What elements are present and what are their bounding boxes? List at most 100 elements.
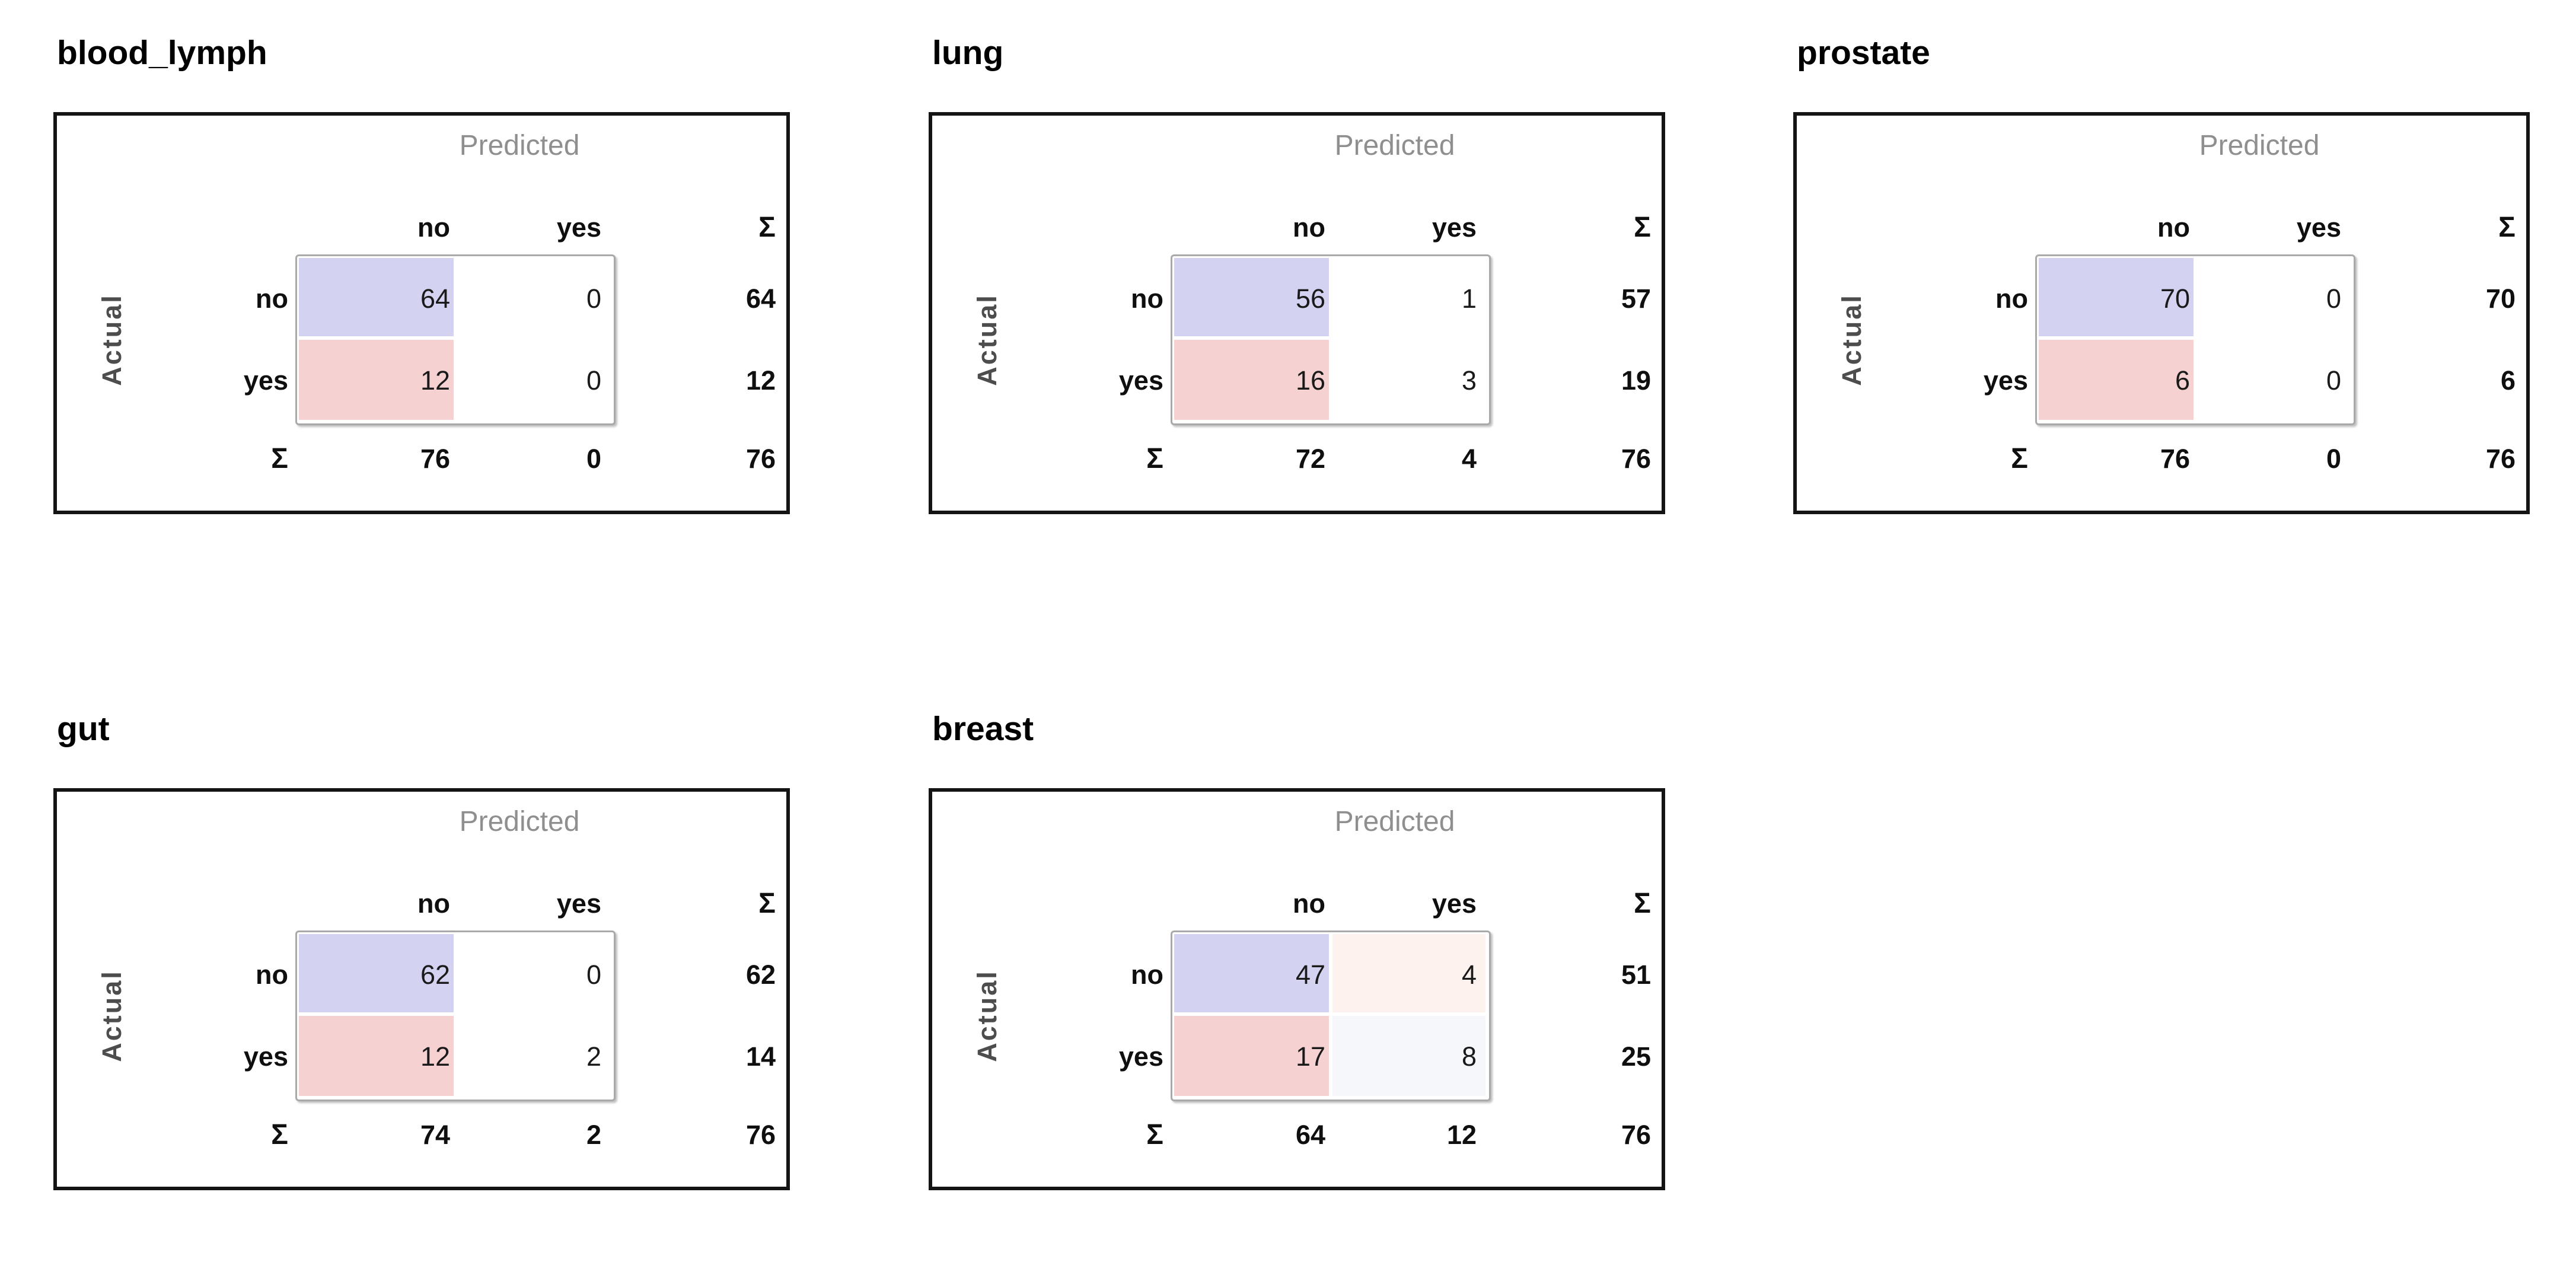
- actual-axis-label: Actual: [973, 294, 1003, 386]
- column-header-sum-icon: Σ: [758, 890, 776, 920]
- column-total: 74: [420, 1121, 450, 1151]
- cell-value: 12: [420, 1043, 450, 1073]
- matrix-cell-yes-yes: [1332, 340, 1485, 420]
- column-total: 76: [2160, 445, 2190, 475]
- row-header-no: no: [1131, 961, 1163, 991]
- predicted-axis-label: Predicted: [459, 132, 580, 162]
- predicted-axis-label: Predicted: [2199, 132, 2320, 162]
- column-header-no: no: [1293, 890, 1325, 920]
- row-header-yes: yes: [1118, 1043, 1163, 1073]
- matrix-cell-yes-yes: [457, 1016, 610, 1096]
- column-total: 76: [420, 445, 450, 475]
- cell-value: 70: [2160, 285, 2190, 315]
- row-total: 62: [745, 961, 776, 991]
- matrix-cell-yes-no: [299, 340, 454, 420]
- cell-value: 0: [586, 285, 601, 315]
- column-total: 4: [1461, 445, 1477, 475]
- confusion-matrix: Predicted Actual no yes Σ no yes Σ 47 4 …: [929, 788, 1665, 1190]
- row-header-no: no: [256, 961, 288, 991]
- matrix-cell-yes-no: [299, 1016, 454, 1096]
- row-header-sum-icon: Σ: [2011, 445, 2028, 475]
- confusion-matrix-panel-gut: gut Predicted Actual no yes Σ no yes Σ 6…: [53, 712, 790, 1196]
- grand-total: 76: [1621, 445, 1651, 475]
- predicted-axis-label: Predicted: [1334, 808, 1455, 838]
- column-header-sum-icon: Σ: [2498, 213, 2516, 244]
- panel-title: breast: [932, 712, 1034, 749]
- confusion-matrix: Predicted Actual no yes Σ no yes Σ 56 1 …: [929, 112, 1665, 514]
- matrix-cells-box: [1171, 930, 1491, 1101]
- column-header-yes: yes: [556, 213, 601, 244]
- matrix-cells-box: [2035, 254, 2355, 425]
- matrix-cell-yes-no: [2039, 340, 2194, 420]
- row-total: 64: [745, 285, 776, 315]
- row-header-yes: yes: [243, 367, 288, 397]
- column-header-no: no: [417, 890, 450, 920]
- row-header-sum-icon: Σ: [271, 1121, 288, 1151]
- column-total: 0: [2326, 445, 2341, 475]
- cell-value: 6: [2175, 367, 2190, 397]
- row-header-sum-icon: Σ: [1146, 1121, 1163, 1151]
- column-total: 0: [586, 445, 601, 475]
- cell-value: 0: [586, 961, 601, 991]
- grand-total: 76: [1621, 1121, 1651, 1151]
- matrix-cell-no-yes: [457, 934, 610, 1012]
- row-header-no: no: [1131, 285, 1163, 315]
- panel-title: prostate: [1797, 36, 1930, 73]
- column-header-no: no: [1293, 213, 1325, 244]
- cell-value: 4: [1461, 961, 1477, 991]
- predicted-axis-label: Predicted: [1334, 132, 1455, 162]
- row-total: 6: [2500, 367, 2516, 397]
- row-header-sum-icon: Σ: [1146, 445, 1163, 475]
- matrix-cell-yes-yes: [1332, 1016, 1485, 1096]
- confusion-matrix: Predicted Actual no yes Σ no yes Σ 62 0 …: [53, 788, 790, 1190]
- column-header-no: no: [2157, 213, 2190, 244]
- row-header-no: no: [256, 285, 288, 315]
- row-header-yes: yes: [243, 1043, 288, 1073]
- cell-value: 1: [1461, 285, 1477, 315]
- matrix-cell-no-no: [1174, 258, 1329, 336]
- row-total: 19: [1621, 367, 1651, 397]
- column-header-yes: yes: [1432, 890, 1477, 920]
- cell-value: 64: [420, 285, 450, 315]
- matrix-cell-no-no: [1174, 934, 1329, 1012]
- matrix-cell-no-yes: [457, 258, 610, 336]
- row-total: 70: [2485, 285, 2516, 315]
- confusion-matrix-panel-breast: breast Predicted Actual no yes Σ no yes …: [929, 712, 1665, 1196]
- cell-value: 47: [1295, 961, 1325, 991]
- cell-value: 0: [2326, 285, 2341, 315]
- matrix-cell-no-yes: [1332, 258, 1485, 336]
- column-header-yes: yes: [1432, 213, 1477, 244]
- cell-value: 0: [586, 367, 601, 397]
- row-header-yes: yes: [1983, 367, 2028, 397]
- column-header-no: no: [417, 213, 450, 244]
- panel-title: lung: [932, 36, 1004, 73]
- matrix-cell-yes-no: [1174, 1016, 1329, 1096]
- actual-axis-label: Actual: [973, 970, 1003, 1062]
- column-header-yes: yes: [556, 890, 601, 920]
- column-header-sum-icon: Σ: [1634, 213, 1651, 244]
- actual-axis-label: Actual: [98, 294, 128, 386]
- row-total: 12: [745, 367, 776, 397]
- matrix-cell-yes-yes: [2197, 340, 2350, 420]
- panel-title: gut: [57, 712, 110, 749]
- column-header-yes: yes: [2296, 213, 2341, 244]
- column-total: 64: [1295, 1121, 1325, 1151]
- grand-total: 76: [745, 1121, 776, 1151]
- row-header-yes: yes: [1118, 367, 1163, 397]
- cell-value: 17: [1295, 1043, 1325, 1073]
- column-total: 2: [586, 1121, 601, 1151]
- panel-title: blood_lymph: [57, 36, 267, 73]
- grand-total: 76: [2485, 445, 2516, 475]
- matrix-cell-no-yes: [2197, 258, 2350, 336]
- row-header-no: no: [1995, 285, 2028, 315]
- actual-axis-label: Actual: [1838, 294, 1868, 386]
- matrix-cells-box: [1171, 254, 1491, 425]
- column-header-sum-icon: Σ: [758, 213, 776, 244]
- cell-value: 12: [420, 367, 450, 397]
- cell-value: 16: [1295, 367, 1325, 397]
- confusion-matrix: Predicted Actual no yes Σ no yes Σ 64 0 …: [53, 112, 790, 514]
- row-total: 57: [1621, 285, 1651, 315]
- matrix-cell-no-no: [2039, 258, 2194, 336]
- matrix-cell-no-no: [299, 934, 454, 1012]
